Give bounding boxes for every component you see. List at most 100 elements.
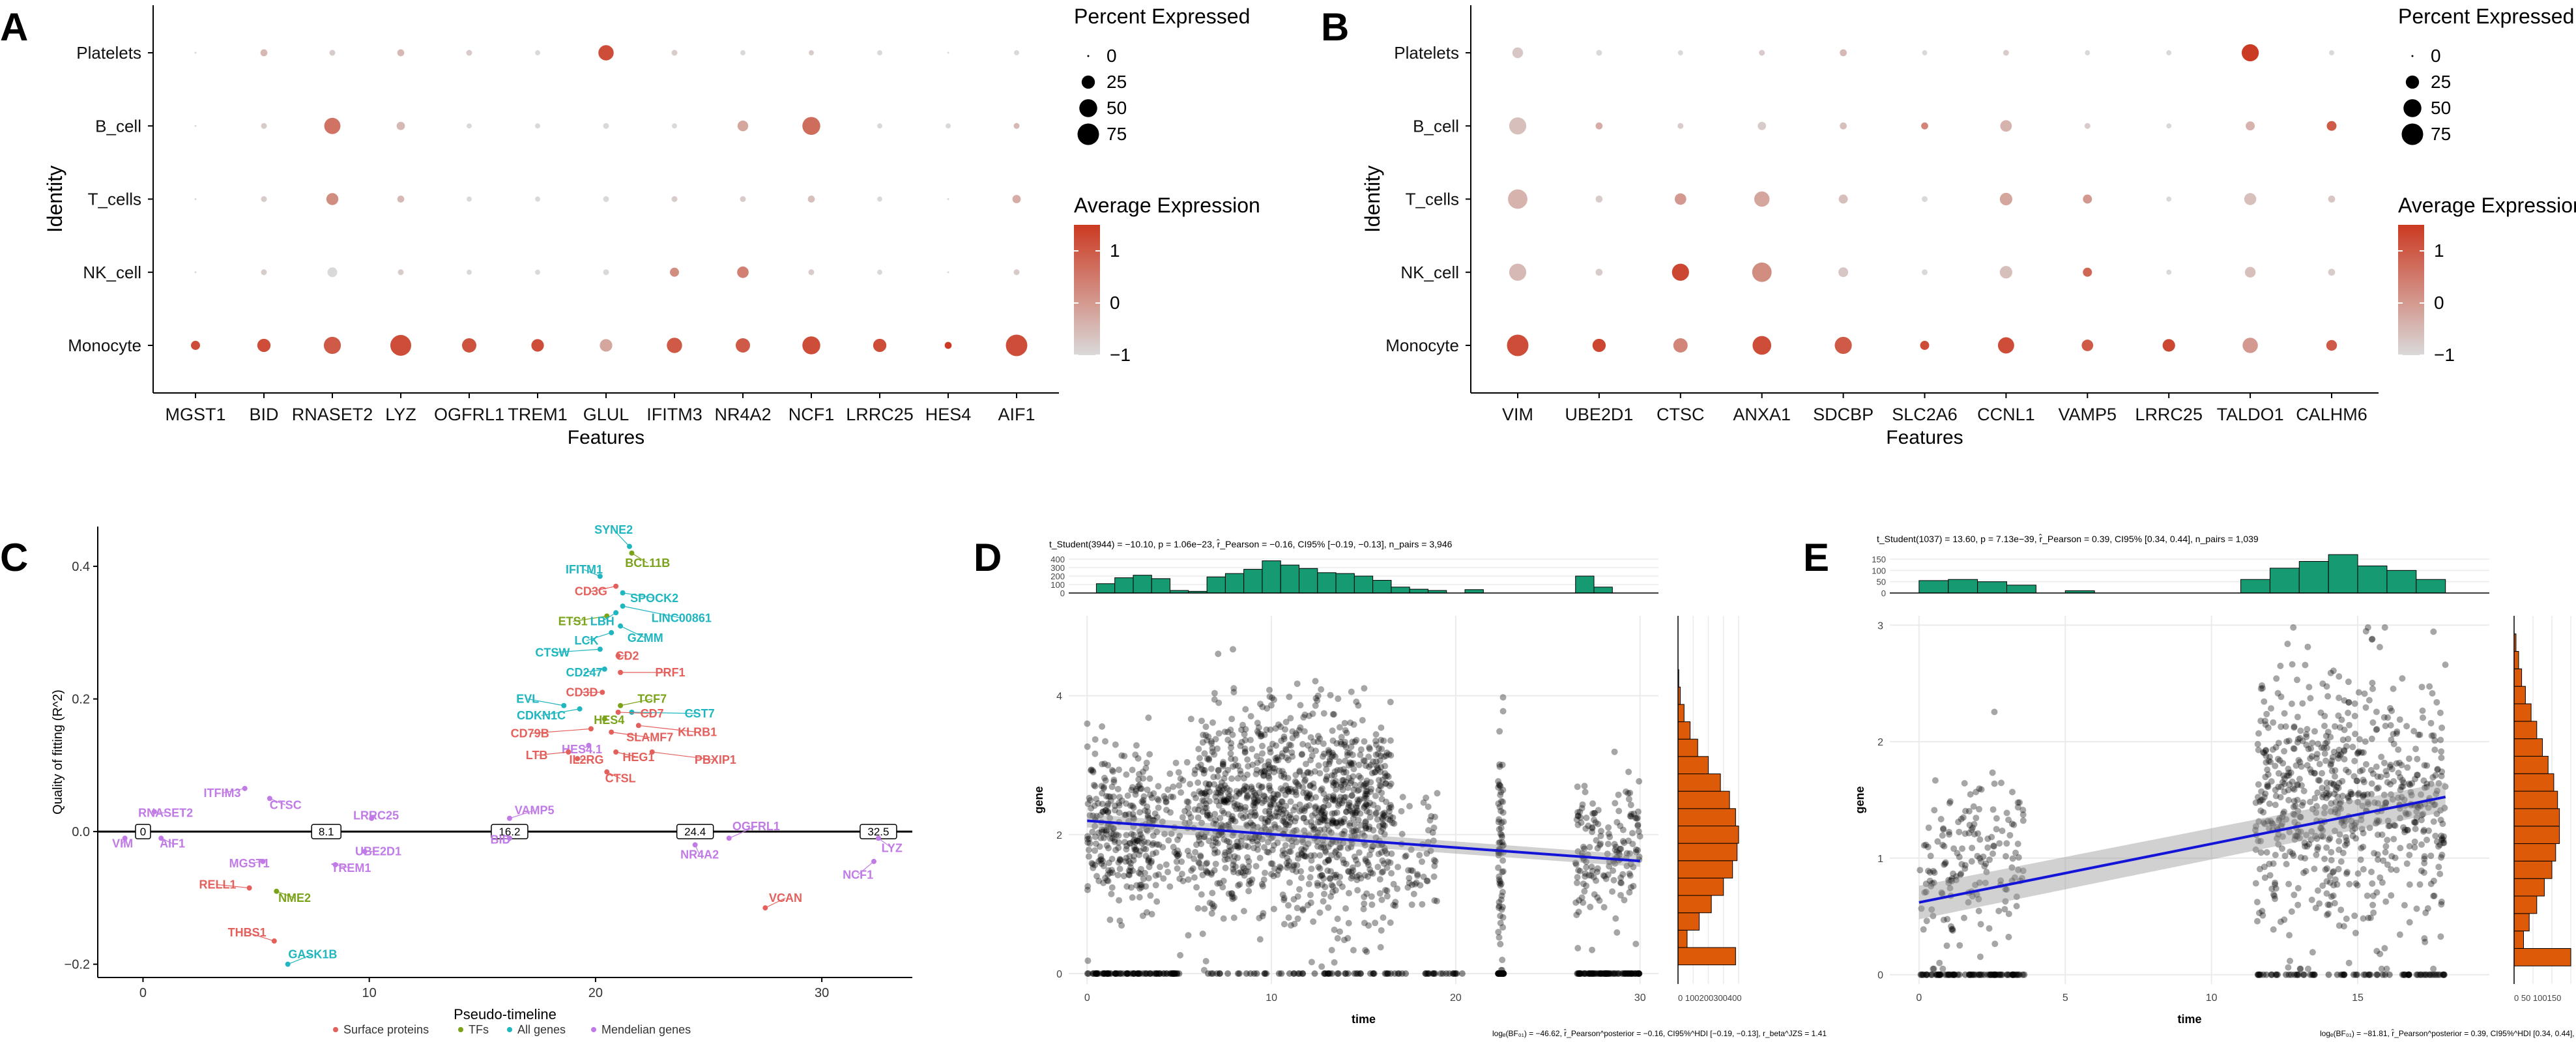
data-point: [2373, 763, 2380, 770]
data-point: [1619, 826, 1627, 833]
data-point: [1496, 934, 1503, 941]
data-point: [1299, 906, 1307, 914]
dot: [535, 269, 540, 275]
data-point: [1122, 858, 1129, 865]
data-point: [1211, 689, 1218, 697]
legend-dot: [507, 1027, 512, 1032]
gene-label: BCL11B: [625, 557, 670, 570]
data-point: [2329, 869, 2336, 876]
data-point: [1348, 828, 1355, 835]
data-point: [1310, 784, 1317, 791]
hist-tick-label: 150: [1872, 555, 1886, 564]
hist-tick-label: 200: [1050, 572, 1065, 581]
data-point: [2411, 844, 2418, 851]
data-point: [1198, 864, 1205, 871]
gene-label: SPOCK2: [630, 592, 678, 605]
data-point: [1930, 867, 1937, 875]
data-point: [2353, 777, 2360, 785]
data-point: [1088, 766, 1095, 774]
data-point: [2376, 644, 2383, 650]
label-connector: [620, 626, 646, 639]
data-point: [1248, 783, 1255, 790]
data-point: [2401, 902, 2408, 909]
data-point: [1240, 908, 1247, 915]
data-point: [1357, 796, 1364, 803]
data-point: [1155, 804, 1162, 811]
x-tick-label: LRRC25: [2135, 405, 2203, 424]
data-point: [1129, 894, 1136, 901]
x-tick-label: RNASET2: [292, 405, 373, 424]
data-point: [1353, 698, 1360, 705]
data-point: [2438, 754, 2445, 761]
data-point: [1195, 806, 1202, 813]
data-point-zero: [2425, 971, 2433, 978]
data-point: [1262, 808, 1269, 815]
data-point: [1365, 861, 1372, 869]
data-point: [1329, 883, 1337, 890]
data-point: [1221, 775, 1228, 782]
data-point: [1232, 762, 1239, 769]
data-point: [1383, 772, 1391, 779]
data-point: [1285, 757, 1292, 764]
data-point: [1282, 842, 1289, 849]
data-point: [1209, 901, 1216, 908]
right-hist-bar: [2513, 843, 2556, 861]
data-point: [2304, 762, 2311, 769]
data-point: [1145, 714, 1152, 721]
data-point: [1098, 860, 1105, 867]
data-point: [2302, 855, 2308, 862]
data-point: [1309, 752, 1316, 759]
data-point: [1364, 859, 1371, 866]
data-point: [1211, 696, 1218, 703]
data-point: [1245, 868, 1252, 875]
data-point: [2285, 737, 2293, 744]
data-point: [1267, 787, 1274, 794]
data-point: [1600, 904, 1608, 911]
dot: [2085, 50, 2091, 55]
data-point: [2285, 964, 2292, 971]
data-point: [1237, 788, 1245, 795]
gene-label: VCAN: [769, 891, 802, 905]
data-point: [1174, 836, 1181, 843]
data-point: [1357, 822, 1365, 829]
data-point: [1136, 771, 1142, 777]
data-point: [1129, 811, 1136, 818]
data-point: [1305, 840, 1312, 847]
gene-point: [615, 653, 621, 659]
data-point: [1271, 765, 1278, 772]
data-point: [2355, 790, 2362, 797]
data-point: [1221, 799, 1228, 806]
data-point: [1206, 811, 1213, 818]
data-point: [1303, 760, 1309, 768]
data-point: [2369, 892, 2377, 899]
data-point: [1634, 821, 1642, 828]
data-point: [1277, 803, 1284, 811]
data-point: [1575, 867, 1582, 874]
dot: [397, 195, 405, 203]
data-point: [1961, 830, 1969, 837]
data-point: [1138, 798, 1146, 805]
dot: [1752, 336, 1772, 355]
data-point: [1136, 828, 1143, 835]
data-point: [1381, 809, 1388, 817]
gene-point: [274, 888, 280, 894]
data-point: [1267, 702, 1275, 709]
data-point: [1364, 788, 1371, 795]
data-point: [1133, 786, 1140, 792]
data-point: [1255, 782, 1262, 789]
data-point: [1247, 736, 1254, 744]
data-point: [2369, 686, 2376, 692]
label-connector: [858, 861, 875, 875]
data-point: [1267, 803, 1274, 811]
data-point: [1132, 791, 1139, 798]
data-point: [1327, 875, 1333, 882]
data-point: [1102, 875, 1109, 882]
data-point: [1380, 820, 1386, 828]
data-point: [1277, 785, 1284, 792]
data-point: [1348, 792, 1355, 799]
data-point: [1225, 790, 1232, 798]
y-tick-label: Monocyte: [1385, 336, 1459, 355]
right-hist-bar: [2513, 651, 2519, 669]
data-point: [2437, 871, 2444, 878]
data-point: [2429, 774, 2437, 781]
